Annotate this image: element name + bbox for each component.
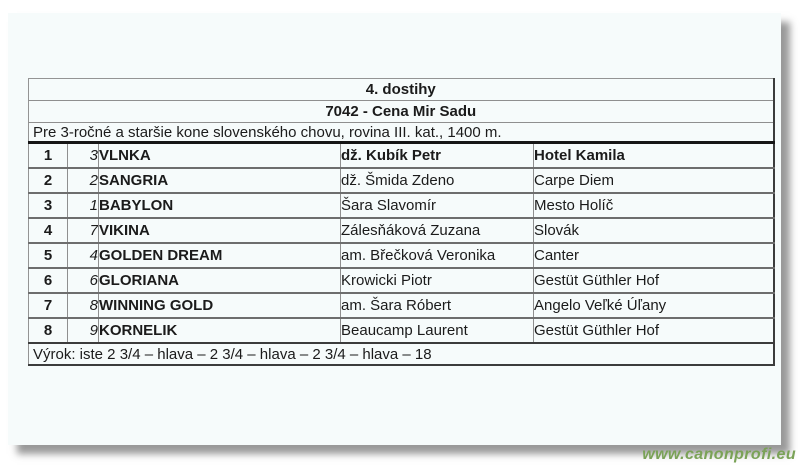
horse-name: KORNELIK xyxy=(98,318,341,344)
table-row: 4 7 VIKINA Zálesňáková Zuzana Slovák xyxy=(28,218,774,244)
jockey-name: am. Šara Róbert xyxy=(340,293,534,319)
jockey-name: Šara Slavomír xyxy=(340,193,534,219)
jockey-name: am. Břečková Veronika xyxy=(340,243,534,269)
table-row: 2 2 SANGRIA dž. Šmida Zdeno Carpe Diem xyxy=(28,168,774,194)
owner-name: Mesto Holíč xyxy=(532,193,774,219)
owner-name: Carpe Diem xyxy=(532,168,774,194)
start-number: 7 xyxy=(67,218,99,244)
race-name: 7042 - Cena Mir Sadu xyxy=(28,100,774,123)
horse-name: GLORIANA xyxy=(98,268,341,294)
verdict-row: Výrok: iste 2 3/4 – hlava – 2 3/4 – hlav… xyxy=(29,343,774,365)
start-number: 4 xyxy=(67,243,99,269)
race-name-row: 7042 - Cena Mir Sadu xyxy=(28,100,774,123)
owner-name: Slovák xyxy=(532,218,774,244)
jockey-name: Zálesňáková Zuzana xyxy=(340,218,534,244)
horse-name: SANGRIA xyxy=(98,168,341,194)
horse-name: WINNING GOLD xyxy=(98,293,341,319)
table-row: 3 1 BABYLON Šara Slavomír Mesto Holíč xyxy=(28,193,774,219)
finish-position: 2 xyxy=(28,168,68,194)
owner-name: Gestüt Güthler Hof xyxy=(532,268,774,294)
owner-name: Angelo Veľké Úľany xyxy=(532,293,774,319)
owner-name: Canter xyxy=(532,243,774,269)
start-number: 9 xyxy=(67,318,99,344)
table-row: 5 4 GOLDEN DREAM am. Břečková Veronika C… xyxy=(28,243,774,269)
finish-position: 8 xyxy=(28,318,68,344)
finish-position: 1 xyxy=(28,142,68,169)
owner-name: Hotel Kamila xyxy=(532,142,774,169)
finish-position: 5 xyxy=(28,243,68,269)
document-page: 4. dostihy 7042 - Cena Mir Sadu Pre 3-ro… xyxy=(8,13,781,445)
finish-position: 3 xyxy=(28,193,68,219)
table-row: 1 3 VLNKA dž. Kubík Petr Hotel Kamila xyxy=(28,142,774,169)
jockey-name: dž. Šmida Zdeno xyxy=(340,168,534,194)
race-conditions: Pre 3-ročné a staršie kone slovenského c… xyxy=(28,122,774,144)
table-row: 6 6 GLORIANA Krowicki Piotr Gestüt Güthl… xyxy=(28,268,774,294)
finish-position: 6 xyxy=(28,268,68,294)
race-title-row: 4. dostihy xyxy=(28,78,774,101)
race-title: 4. dostihy xyxy=(28,78,774,101)
race-results-table: 4. dostihy 7042 - Cena Mir Sadu Pre 3-ro… xyxy=(28,78,775,366)
jockey-name: Beaucamp Laurent xyxy=(340,318,534,344)
start-number: 2 xyxy=(67,168,99,194)
race-conditions-row: Pre 3-ročné a staršie kone slovenského c… xyxy=(28,122,774,144)
horse-name: VIKINA xyxy=(98,218,341,244)
table-row: 8 9 KORNELIK Beaucamp Laurent Gestüt Güt… xyxy=(28,318,774,344)
start-number: 6 xyxy=(67,268,99,294)
jockey-name: Krowicki Piotr xyxy=(340,268,534,294)
finish-position: 7 xyxy=(28,293,68,319)
start-number: 3 xyxy=(67,142,99,169)
jockey-name: dž. Kubík Petr xyxy=(340,142,534,169)
start-number: 1 xyxy=(67,193,99,219)
horse-name: GOLDEN DREAM xyxy=(98,243,341,269)
finish-position: 4 xyxy=(28,218,68,244)
horse-name: VLNKA xyxy=(98,142,341,169)
horse-name: BABYLON xyxy=(98,193,341,219)
start-number: 8 xyxy=(67,293,99,319)
table-row: 7 8 WINNING GOLD am. Šara Róbert Angelo … xyxy=(28,293,774,319)
race-verdict: Výrok: iste 2 3/4 – hlava – 2 3/4 – hlav… xyxy=(33,345,432,363)
owner-name: Gestüt Güthler Hof xyxy=(532,318,774,344)
watermark-text: www.canonprofi.eu xyxy=(642,446,796,463)
